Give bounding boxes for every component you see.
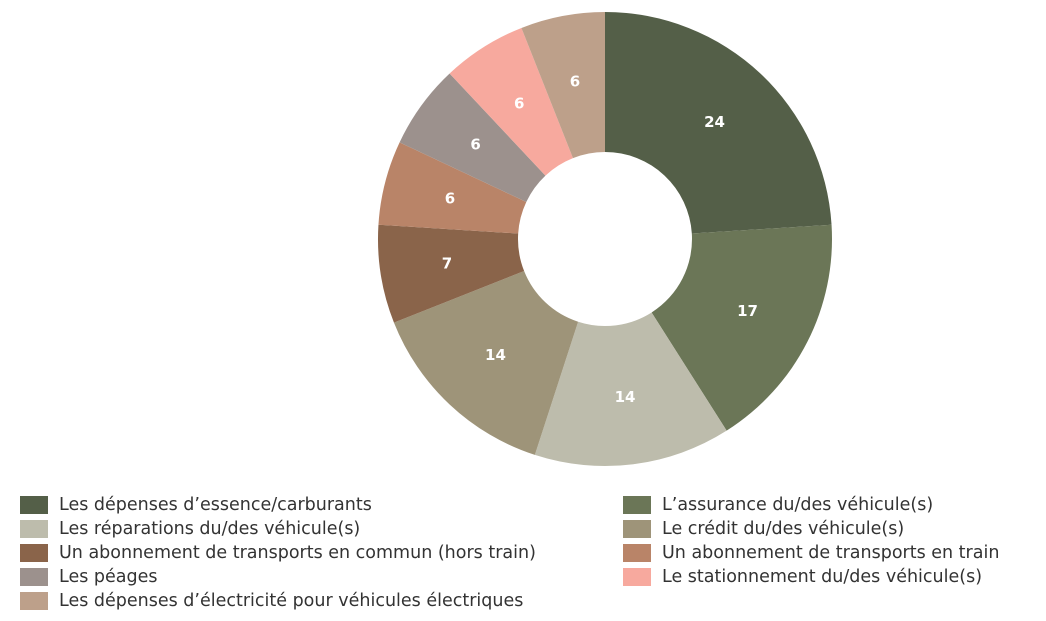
wedge xyxy=(378,142,527,234)
wedge xyxy=(449,27,573,176)
legend-swatch xyxy=(623,520,651,538)
wedge xyxy=(651,224,832,431)
legend-label: Le stationnement du/des véhicule(s) xyxy=(662,567,982,587)
legend-label: Un abonnement de transports en train xyxy=(662,543,999,563)
data-label: 6 xyxy=(514,94,524,112)
legend-label: Les dépenses d’essence/carburants xyxy=(59,495,372,515)
data-label: 24 xyxy=(704,113,725,131)
legend-label: L’assurance du/des véhicule(s) xyxy=(662,495,933,515)
wedge xyxy=(378,224,525,323)
data-label: 7 xyxy=(442,255,452,273)
legend-swatch xyxy=(623,568,651,586)
legend-swatch xyxy=(623,496,651,514)
legend-swatch xyxy=(20,520,48,538)
legend-label: Les péages xyxy=(59,567,157,587)
data-label: 6 xyxy=(445,190,455,208)
data-label: 14 xyxy=(485,346,506,364)
legend-label: Les réparations du/des véhicule(s) xyxy=(59,519,360,539)
wedge xyxy=(393,271,579,455)
legend-swatch xyxy=(20,496,48,514)
wedge xyxy=(605,12,832,234)
wedge xyxy=(399,73,546,202)
data-label: 14 xyxy=(615,388,636,406)
wedge xyxy=(521,12,605,159)
legend-swatch xyxy=(623,544,651,562)
legend-label: Les dépenses d’électricité pour véhicule… xyxy=(59,591,523,611)
legend-label: Un abonnement de transports en commun (h… xyxy=(59,543,536,563)
legend-swatch xyxy=(20,592,48,610)
data-label: 6 xyxy=(570,72,580,90)
data-label: 6 xyxy=(470,135,480,153)
data-label: 17 xyxy=(737,302,758,320)
legend-swatch xyxy=(20,568,48,586)
legend-label: Le crédit du/des véhicule(s) xyxy=(662,519,904,539)
legend-swatch xyxy=(20,544,48,562)
wedge xyxy=(534,312,727,467)
